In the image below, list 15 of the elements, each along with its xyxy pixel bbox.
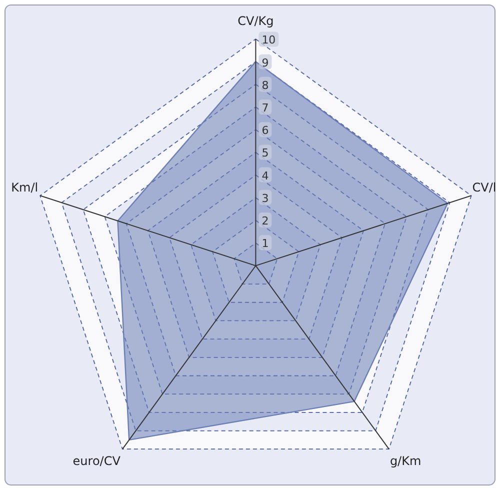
spoke-label: Km/l [11, 180, 38, 195]
spoke-label: CV/Kg [238, 14, 274, 28]
y-tick-label: 10 [262, 34, 276, 47]
y-tick-label: 9 [262, 56, 269, 70]
y-tick-label: 8 [262, 78, 269, 92]
spoke-label: CV/l [472, 180, 496, 195]
y-tick-label: 4 [262, 169, 269, 182]
y-tick-label: 3 [262, 192, 269, 205]
spoke-label: g/Km [390, 454, 422, 468]
y-tick-label: 6 [262, 124, 269, 138]
y-tick-label: 5 [262, 146, 269, 160]
spoke-label: euro/CV [72, 454, 122, 468]
y-tick-label: 1 [262, 237, 269, 250]
y-tick-label: 2 [262, 214, 269, 228]
y-tick-label: 7 [262, 102, 269, 114]
